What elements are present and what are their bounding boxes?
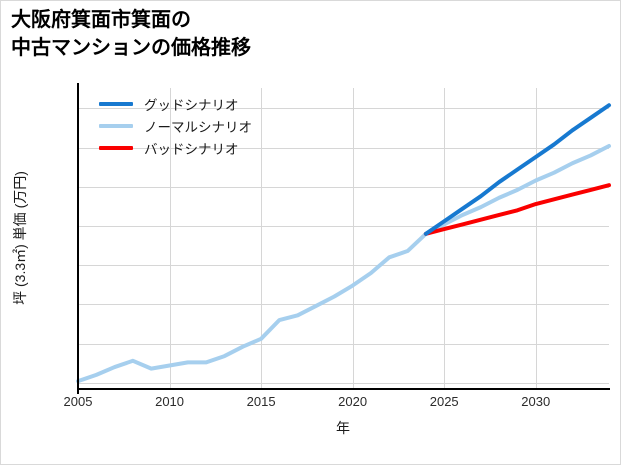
legend-color-swatch bbox=[99, 124, 133, 128]
y-axis-spine bbox=[77, 83, 79, 394]
legend-color-swatch bbox=[99, 146, 133, 150]
gridline-vertical bbox=[535, 88, 537, 389]
gridline-vertical bbox=[261, 88, 263, 389]
gridline-horizontal bbox=[78, 382, 609, 384]
x-tick-label: 2010 bbox=[155, 394, 185, 409]
y-axis-label: 坪 (3.3㎡) 単価 (万円) bbox=[12, 171, 28, 305]
gridline-horizontal bbox=[78, 186, 609, 188]
legend-color-swatch bbox=[99, 102, 133, 106]
plot-area bbox=[76, 83, 611, 394]
plot-wrapper: 100125150175200225250275 200520102015202… bbox=[12, 83, 611, 436]
legend-label: グッドシナリオ bbox=[144, 98, 239, 113]
gridline-vertical bbox=[352, 88, 354, 389]
chart-legend: グッドシナリオ ノーマルシナリオ バッドシナリオ bbox=[99, 93, 319, 159]
x-tick-label: 2005 bbox=[63, 394, 93, 409]
x-tick-label: 2020 bbox=[338, 394, 368, 409]
x-tick-label: 2030 bbox=[521, 394, 551, 409]
legend-label: ノーマルシナリオ bbox=[144, 120, 252, 135]
gridline-vertical bbox=[169, 88, 171, 389]
series-line bbox=[423, 103, 611, 236]
gridline-horizontal bbox=[78, 225, 609, 227]
series-line bbox=[423, 183, 611, 236]
x-tick-label: 2015 bbox=[246, 394, 276, 409]
gridline-vertical bbox=[444, 88, 446, 389]
series-line bbox=[76, 144, 611, 384]
legend-good-scenario[interactable]: グッドシナリオ bbox=[99, 93, 319, 115]
legend-normal-scenario[interactable]: ノーマルシナリオ bbox=[99, 115, 319, 137]
gridline-horizontal bbox=[78, 265, 609, 267]
x-axis-label: 年 bbox=[336, 420, 350, 436]
gridline-horizontal bbox=[78, 108, 609, 110]
gridline-horizontal bbox=[78, 147, 609, 149]
gridline-horizontal bbox=[78, 304, 609, 306]
legend-label: バッドシナリオ bbox=[144, 142, 239, 157]
gridline-horizontal bbox=[78, 343, 609, 345]
chart-title: 大阪府箕面市箕面の 中古マンションの価格推移 bbox=[11, 9, 251, 59]
legend-bad-scenario[interactable]: バッドシナリオ bbox=[99, 137, 319, 159]
series-layer bbox=[76, 103, 611, 384]
x-axis-spine bbox=[77, 388, 610, 390]
x-tick-label: 2025 bbox=[429, 394, 459, 409]
